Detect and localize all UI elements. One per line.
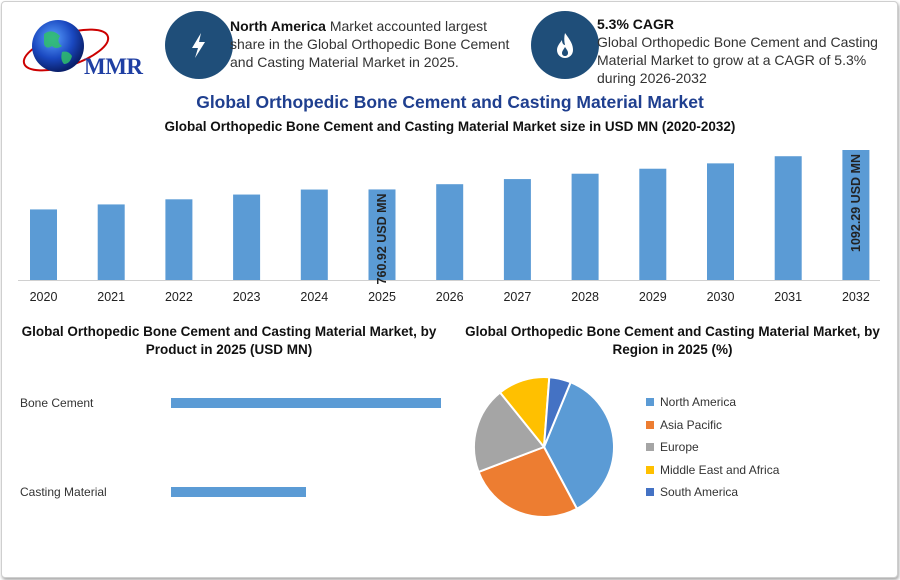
market-size-bar-chart: 2020 2021 2022 2023 2024 2025 760.92 USD MN 202… (18, 150, 880, 304)
info-cagr-bold: 5.3% CAGR (597, 16, 675, 32)
bar-2030 (707, 163, 734, 280)
product-bar-chart: Bone Cement Casting Material (20, 396, 441, 499)
data-label-2025: 760.92 USD MN (375, 193, 389, 284)
bar-2023 (233, 194, 261, 280)
data-label-2032: 1092.29 USD MN (849, 154, 863, 252)
category-label-casting-material: Casting Material (20, 485, 107, 499)
main-title: Global Orthopedic Bone Cement and Castin… (196, 92, 704, 112)
info-cagr: 5.3% CAGR Global Orthopedic Bone Cement … (597, 15, 887, 87)
pie-legend: North America Asia Pacific Europe Middle Ea… (646, 395, 779, 508)
legend-item-europe: Europe (646, 440, 779, 463)
legend-label-asia-pacific: Asia Pacific (660, 417, 723, 432)
tick-label-2029: 2029 (639, 290, 667, 304)
hbar-casting-material (171, 487, 306, 497)
bar-2025 (368, 189, 396, 280)
tick-label-2022: 2022 (165, 290, 193, 304)
legend-label-north-america: North America (660, 395, 737, 409)
tick-label-2031: 2031 (774, 290, 802, 304)
pie-slice-south-america (543, 376, 572, 448)
bar-2022 (165, 199, 193, 280)
legend-item-asia-pacific: Asia Pacific (646, 418, 779, 441)
tick-label-2020: 2020 (30, 290, 58, 304)
legend-swatch-south-america (646, 488, 654, 496)
bar-chart-title: Global Orthopedic Bone Cement and Castin… (164, 119, 736, 134)
info-north-america-bold: North America (230, 18, 326, 34)
tick-label-2021: 2021 (97, 290, 125, 304)
tick-label-2027: 2027 (503, 290, 531, 304)
product-chart-title: Global Orthopedic Bone Cement and Castin… (21, 324, 437, 357)
legend-swatch-asia-pacific (646, 420, 654, 429)
flame-icon (531, 11, 599, 79)
tick-label-2028: 2028 (571, 290, 599, 304)
tick-label-2024: 2024 (300, 290, 328, 304)
bar-2029 (639, 168, 667, 280)
hbar-bone-cement (171, 398, 441, 408)
bar-2032 (842, 150, 870, 280)
tick-label-2023: 2023 (233, 290, 261, 304)
lightning-icon (165, 11, 233, 79)
region-chart-title: Global Orthopedic Bone Cement and Castin… (465, 324, 880, 357)
info-north-america-text: Market accounted largest share in the Gl… (230, 18, 510, 70)
legend-item-south-america: South America (646, 485, 779, 508)
bar-2028 (571, 173, 599, 280)
mmr-logo: MMR (14, 14, 144, 80)
pie-slice-north-america (542, 380, 615, 511)
tick-label-2025: 2025 (368, 290, 396, 304)
info-cagr-text: Global Orthopedic Bone Cement and Castin… (597, 34, 878, 86)
bar-2027 (503, 179, 531, 280)
globe-icon (22, 20, 110, 72)
pie-slice-europe (473, 391, 546, 474)
bar-2021 (97, 204, 125, 280)
legend-item-middle-east-and-africa: Middle East and Africa (646, 463, 779, 486)
tick-label-2032: 2032 (842, 290, 870, 304)
legend-item-north-america: North America (646, 395, 779, 418)
legend-swatch-north-america (646, 398, 654, 406)
legend-swatch-europe (646, 443, 654, 451)
bar-2026 (436, 184, 464, 280)
pie-slice-asia-pacific (477, 445, 579, 518)
info-north-america: North America Market accounted largest s… (230, 17, 520, 71)
logo-text: MMR (84, 54, 143, 79)
region-pie-chart (473, 376, 615, 518)
legend-label-europe: Europe (660, 440, 699, 454)
category-label-bone-cement: Bone Cement (20, 396, 94, 410)
bar-2031 (774, 156, 802, 280)
tick-label-2030: 2030 (707, 290, 735, 304)
bar-2024 (300, 189, 328, 280)
legend-label-middle-east-and-africa: Middle East and Africa (660, 462, 780, 477)
tick-label-2026: 2026 (436, 290, 464, 304)
legend-label-south-america: South America (660, 485, 739, 499)
legend-swatch-middle-east-and-africa (646, 465, 654, 474)
bar-2020 (30, 209, 57, 280)
